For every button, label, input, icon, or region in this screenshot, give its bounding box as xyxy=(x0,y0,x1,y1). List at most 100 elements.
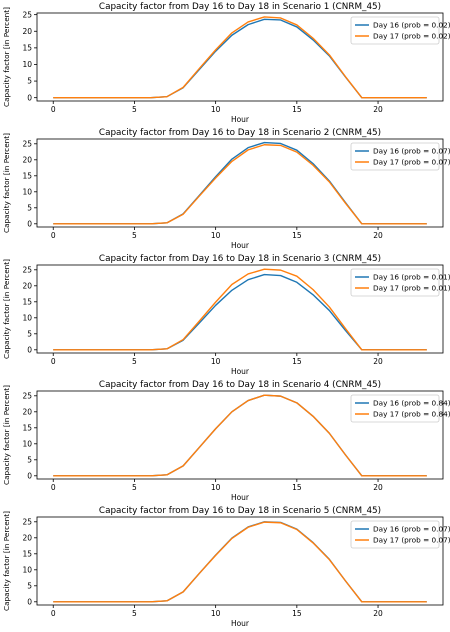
chart-panel-5: Capacity factor from Day 16 to Day 18 in… xyxy=(2,506,450,628)
y-tick-label: 20 xyxy=(22,281,32,290)
legend-label: Day 16 (prob = 0.02) xyxy=(373,21,450,30)
y-tick-label: 0 xyxy=(27,471,32,480)
legend: Day 16 (prob = 0.07) Day 17 (prob = 0.07) xyxy=(350,520,450,549)
x-tick-label: 20 xyxy=(373,105,383,114)
y-tick-label: 15 xyxy=(22,297,32,306)
axes-frame xyxy=(36,12,444,102)
chart-title: Capacity factor from Day 16 to Day 18 in… xyxy=(99,254,381,264)
y-tick-label: 10 xyxy=(22,187,32,196)
legend-label: Day 16 (prob = 0.84) xyxy=(373,399,450,408)
legend-box xyxy=(350,16,440,45)
x-tick-label: 10 xyxy=(211,609,221,618)
x-axis-label: Hour xyxy=(231,115,250,124)
x-tick-label: 20 xyxy=(373,357,383,366)
legend-label: Day 16 (prob = 0.07) xyxy=(373,525,450,534)
legend-label: Day 17 (prob = 0.84) xyxy=(373,410,450,419)
chart-title: Capacity factor from Day 16 to Day 18 in… xyxy=(99,128,381,138)
x-tick-label: 0 xyxy=(51,357,56,366)
legend-box xyxy=(350,268,440,297)
y-axis-label: Capacity factor [in Percent] xyxy=(2,511,11,611)
y-tick-label: 5 xyxy=(27,581,32,590)
y-tick-label: 15 xyxy=(22,423,32,432)
y-tick-label: 25 xyxy=(22,10,32,19)
x-tick-label: 10 xyxy=(211,483,221,492)
x-tick-label: 15 xyxy=(292,609,302,618)
y-tick-label: 5 xyxy=(27,77,32,86)
y-tick-label: 25 xyxy=(22,265,32,274)
series-line-2 xyxy=(53,16,427,99)
y-tick-label: 15 xyxy=(22,43,32,52)
y-tick-label: 20 xyxy=(22,155,32,164)
series-line-2 xyxy=(53,394,427,477)
y-axis-label: Capacity factor [in Percent] xyxy=(2,259,11,359)
chart-panel-2: Capacity factor from Day 16 to Day 18 in… xyxy=(2,128,450,250)
chart-title: Capacity factor from Day 16 to Day 18 in… xyxy=(99,2,381,12)
legend-label: Day 17 (prob = 0.07) xyxy=(373,536,450,545)
x-tick-label: 15 xyxy=(292,231,302,240)
y-tick-label: 0 xyxy=(27,219,32,228)
y-tick-label: 15 xyxy=(22,171,32,180)
legend-label: Day 16 (prob = 0.01) xyxy=(373,273,450,282)
x-tick-label: 5 xyxy=(132,231,137,240)
series-line-2 xyxy=(53,521,427,603)
y-tick-label: 10 xyxy=(22,439,32,448)
legend: Day 16 (prob = 0.84) Day 17 (prob = 0.84) xyxy=(350,394,450,423)
y-tick-label: 5 xyxy=(27,329,32,338)
legend-box xyxy=(350,142,440,171)
y-axis-label: Capacity factor [in Percent] xyxy=(2,7,11,107)
x-tick-label: 10 xyxy=(211,105,221,114)
legend-label: Day 17 (prob = 0.01) xyxy=(373,284,450,293)
legend: Day 16 (prob = 0.02) Day 17 (prob = 0.02) xyxy=(350,16,450,45)
x-tick-label: 10 xyxy=(211,357,221,366)
x-tick-label: 0 xyxy=(51,609,56,618)
y-tick-label: 5 xyxy=(27,455,32,464)
chart-panel-3: Capacity factor from Day 16 to Day 18 in… xyxy=(2,254,450,376)
x-tick-label: 5 xyxy=(132,105,137,114)
chart-panel-1: Capacity factor from Day 16 to Day 18 in… xyxy=(2,2,450,124)
y-tick-label: 0 xyxy=(27,597,32,606)
x-tick-label: 5 xyxy=(132,609,137,618)
y-tick-label: 20 xyxy=(22,407,32,416)
chart-title: Capacity factor from Day 16 to Day 18 in… xyxy=(99,380,381,390)
y-tick-label: 0 xyxy=(27,345,32,354)
legend-box xyxy=(350,520,440,549)
legend: Day 16 (prob = 0.07) Day 17 (prob = 0.07) xyxy=(350,142,450,171)
x-tick-label: 0 xyxy=(51,105,56,114)
x-axis-label: Hour xyxy=(231,493,250,502)
y-tick-label: 10 xyxy=(22,565,32,574)
y-axis-label: Capacity factor [in Percent] xyxy=(2,133,11,233)
x-tick-label: 10 xyxy=(211,231,221,240)
y-axis-label: Capacity factor [in Percent] xyxy=(2,385,11,485)
y-tick-label: 25 xyxy=(22,391,32,400)
y-tick-label: 25 xyxy=(22,517,32,526)
x-tick-label: 20 xyxy=(373,483,383,492)
legend-label: Day 17 (prob = 0.02) xyxy=(373,32,450,41)
axes-frame xyxy=(36,390,444,480)
series-line-2 xyxy=(53,144,427,225)
x-tick-label: 15 xyxy=(292,357,302,366)
y-tick-label: 25 xyxy=(22,139,32,148)
x-axis-label: Hour xyxy=(231,241,250,250)
x-tick-label: 15 xyxy=(292,105,302,114)
chart-title: Capacity factor from Day 16 to Day 18 in… xyxy=(99,506,381,516)
legend-label: Day 16 (prob = 0.07) xyxy=(373,147,450,156)
x-tick-label: 0 xyxy=(51,231,56,240)
x-axis-label: Hour xyxy=(231,367,250,376)
y-tick-label: 20 xyxy=(22,27,32,36)
y-tick-label: 15 xyxy=(22,549,32,558)
y-tick-label: 10 xyxy=(22,313,32,322)
chart-panel-4: Capacity factor from Day 16 to Day 18 in… xyxy=(2,380,450,502)
x-tick-label: 5 xyxy=(132,357,137,366)
y-tick-label: 20 xyxy=(22,533,32,542)
axes-frame xyxy=(36,264,444,354)
y-tick-label: 5 xyxy=(27,203,32,212)
x-tick-label: 15 xyxy=(292,483,302,492)
y-tick-label: 10 xyxy=(22,60,32,69)
x-tick-label: 20 xyxy=(373,609,383,618)
axes-frame xyxy=(36,516,444,606)
x-tick-label: 20 xyxy=(373,231,383,240)
x-axis-label: Hour xyxy=(231,619,250,628)
legend-box xyxy=(350,394,440,423)
legend-label: Day 17 (prob = 0.07) xyxy=(373,158,450,167)
